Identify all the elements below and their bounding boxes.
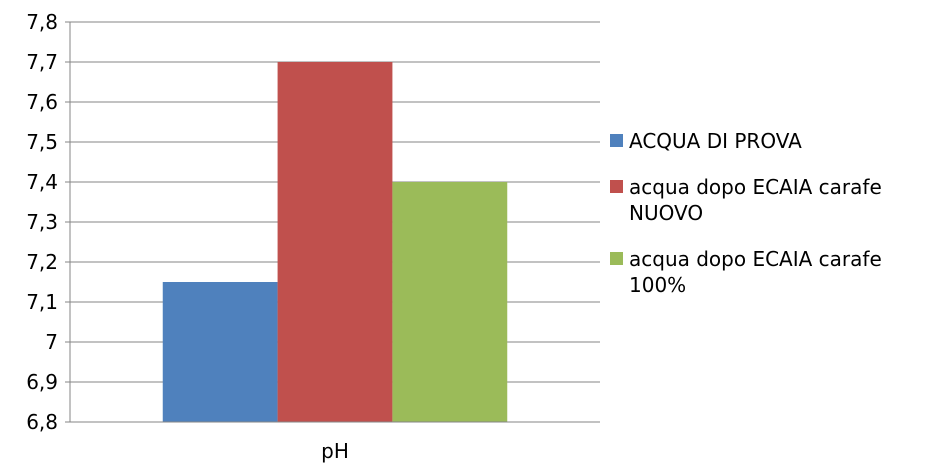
y-tick-label: 6,9 (26, 370, 58, 394)
y-tick-label: 7,2 (26, 250, 58, 274)
y-tick-labels: 6,8 6,9 7 7,1 7,2 7,3 7,4 7,5 7,6 7,7 7,8 (26, 10, 58, 434)
bar (277, 62, 393, 422)
legend-item: acqua dopo ECAIA carafe 100% (610, 246, 932, 298)
bar (162, 282, 278, 422)
y-tick-label: 7,3 (26, 210, 58, 234)
y-tick-label: 7,4 (26, 170, 58, 194)
y-tick-label: 6,8 (26, 410, 58, 434)
legend: ACQUA DI PROVA acqua dopo ECAIA carafe NU… (610, 128, 932, 318)
legend-item: acqua dopo ECAIA carafe NUOVO (610, 174, 932, 226)
legend-swatch (610, 252, 623, 265)
bar (392, 182, 508, 422)
y-tick-label: 7 (45, 330, 58, 354)
legend-label: acqua dopo ECAIA carafe NUOVO (629, 175, 882, 225)
y-tick-label: 7,6 (26, 90, 58, 114)
y-tick-label: 7,5 (26, 130, 58, 154)
legend-item: ACQUA DI PROVA (610, 128, 932, 154)
legend-label: ACQUA DI PROVA (629, 129, 802, 153)
bars (162, 62, 508, 422)
y-tick-label: 7,8 (26, 10, 58, 34)
legend-swatch (610, 134, 623, 147)
y-tick-label: 7,1 (26, 290, 58, 314)
x-category-label: pH (321, 439, 349, 463)
legend-swatch (610, 180, 623, 193)
legend-label: acqua dopo ECAIA carafe 100% (629, 247, 882, 297)
axes (69, 22, 600, 423)
y-tick-label: 7,7 (26, 50, 58, 74)
x-category-labels: pH (321, 439, 349, 463)
